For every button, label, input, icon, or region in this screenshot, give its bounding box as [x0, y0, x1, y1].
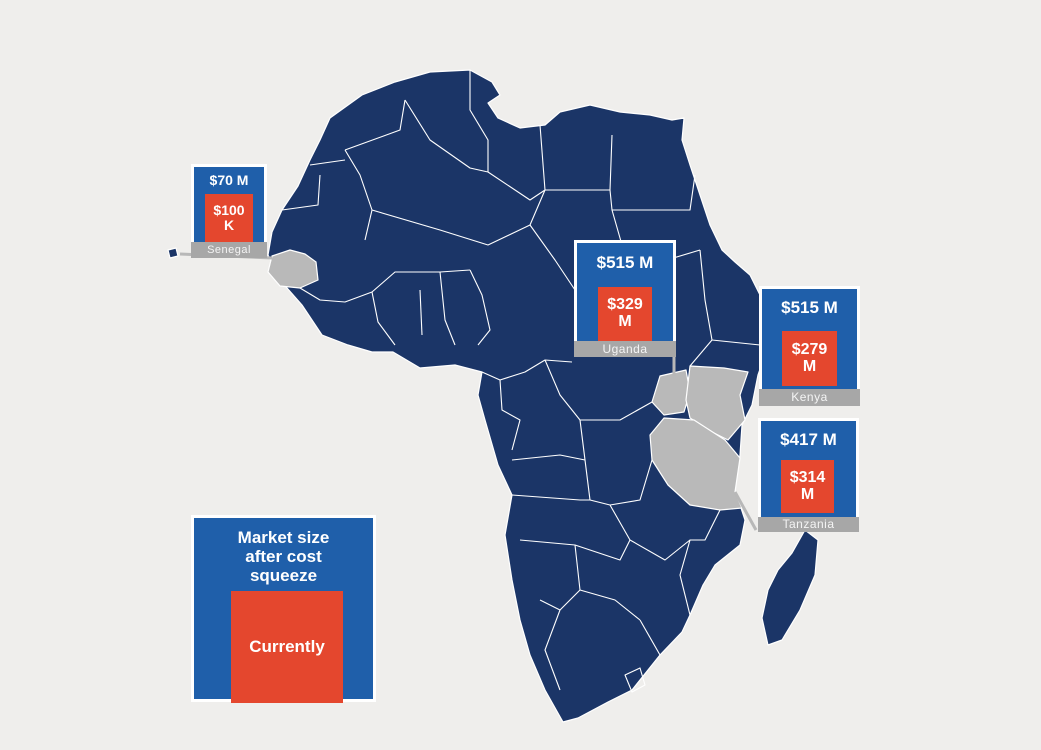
senegal-shape [267, 249, 319, 289]
tanzania-label: Tanzania [758, 517, 859, 532]
kenya-market-size: $515 M [781, 298, 838, 317]
kenya-label: Kenya [759, 389, 860, 406]
tanzania-leader [733, 491, 758, 531]
uganda-current-value: $329 M [598, 287, 652, 341]
legend-market-size-label: Market size after cost squeeze [237, 528, 330, 585]
senegal-market-size: $70 M [209, 172, 249, 188]
tanzania-shape [649, 417, 743, 511]
senegal-label: Senegal [191, 242, 267, 258]
senegal-current-value: $100 K [205, 194, 253, 242]
kenya-callout: $515 M $279 M Kenya [759, 286, 860, 406]
uganda-market-size: $515 M [596, 253, 654, 272]
cape-verde-island [167, 247, 179, 259]
kenya-shape [685, 365, 749, 441]
tanzania-market-size: $417 M [780, 430, 837, 449]
legend-currently-box: Currently [231, 591, 343, 703]
tanzania-current-value: $314 M [781, 460, 834, 513]
senegal-callout: $70 M $100 K Senegal [191, 164, 267, 258]
legend: Market size after cost squeeze Currently [191, 515, 376, 703]
legend-currently-label: Currently [249, 637, 325, 656]
tanzania-callout: $417 M $314 M Tanzania [758, 418, 859, 532]
uganda-callout: $515 M $329 M Uganda [574, 240, 676, 357]
uganda-label: Uganda [574, 341, 676, 357]
kenya-current-value: $279 M [782, 331, 837, 386]
africa-continent [267, 69, 781, 723]
madagascar [761, 529, 819, 646]
